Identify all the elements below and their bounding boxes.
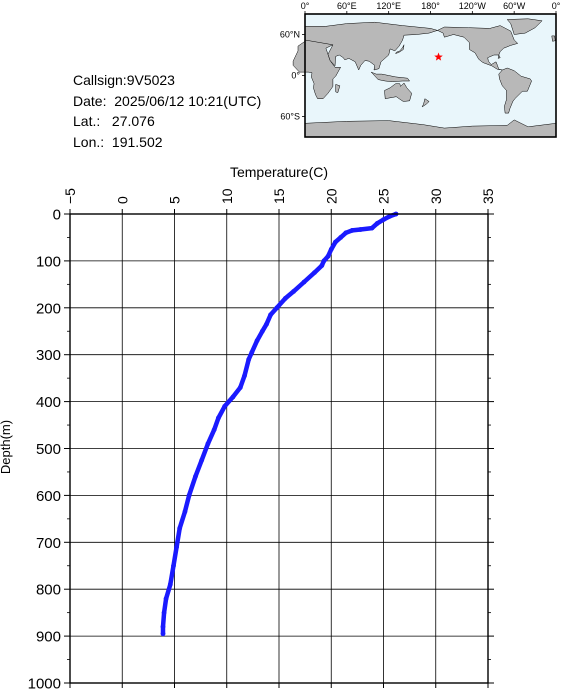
chart-grid bbox=[70, 214, 488, 683]
y-tick-label: 400 bbox=[36, 394, 61, 411]
y-tick-label: 1000 bbox=[28, 676, 61, 690]
y-axis-label: Depth(m) bbox=[0, 420, 13, 474]
x-tick-label: 10 bbox=[219, 188, 235, 204]
lon-label: 0° bbox=[552, 1, 561, 11]
x-tick-label: 0 bbox=[114, 196, 130, 204]
temperature-profile-line bbox=[160, 211, 399, 637]
lon-label: 120°E bbox=[376, 1, 401, 11]
temperature-profile-point bbox=[387, 213, 393, 219]
temperature-profile-point bbox=[167, 582, 173, 587]
temperature-profile-point bbox=[325, 253, 331, 259]
temperature-profile-point bbox=[160, 624, 166, 630]
temperature-profile-point bbox=[242, 373, 247, 379]
x-tick-label: 35 bbox=[480, 188, 496, 204]
x-tick-label: −5 bbox=[62, 188, 78, 204]
longitude-label: Lon.: 191.502 bbox=[73, 133, 163, 150]
temperature-profile-point bbox=[216, 415, 221, 421]
temperature-profile-point bbox=[193, 474, 198, 479]
x-axis-label: Temperature(C) bbox=[230, 164, 328, 180]
location-map: 0° 60°E 120°E 180° 120°W 60°W 0° 60°N 0° 60°S bbox=[280, 1, 561, 138]
latitude-label: Lat.: 27.076 bbox=[73, 113, 155, 129]
callsign-label: Callsign:9V5023 bbox=[73, 72, 175, 88]
temperature-profile-point bbox=[182, 509, 188, 515]
temperature-profile-point bbox=[369, 225, 375, 231]
australia-landmass bbox=[384, 82, 412, 102]
y-tick-label: 0 bbox=[53, 207, 61, 224]
temperature-profile-point bbox=[268, 312, 273, 318]
temperature-profile-point bbox=[338, 235, 344, 240]
temperature-profile-point bbox=[199, 457, 205, 463]
x-tick-label: 25 bbox=[376, 188, 392, 204]
temperature-profile-point bbox=[254, 338, 260, 343]
temperature-profile-point bbox=[358, 227, 363, 232]
temperature-profile-point bbox=[177, 525, 183, 531]
lon-label: 60°E bbox=[337, 1, 357, 11]
temperature-profile-point bbox=[171, 563, 176, 569]
temperature-profile-point bbox=[249, 350, 255, 355]
lon-label: 120°W bbox=[459, 1, 487, 11]
temperature-profile-point bbox=[349, 228, 355, 233]
y-tick-label: 700 bbox=[36, 535, 61, 552]
temperature-profile-point bbox=[282, 296, 288, 301]
lat-label: 0° bbox=[291, 71, 300, 81]
y-tick-label: 100 bbox=[36, 253, 61, 270]
date-label: Date: 2025/06/12 10:21(UTC) bbox=[73, 92, 262, 109]
temperature-profile-point bbox=[160, 631, 166, 637]
uk-landmass bbox=[551, 35, 556, 42]
chart-tick-labels: −5 0 5 10 15 20 25 30 35010020030040050060070080… bbox=[28, 188, 496, 690]
y-tick-label: 300 bbox=[36, 347, 61, 364]
greenland-landmass bbox=[506, 18, 543, 35]
indonesia-landmass bbox=[371, 71, 411, 82]
temperature-profile-point bbox=[274, 305, 280, 311]
y-tick-label: 500 bbox=[36, 441, 61, 458]
madagascar-landmass bbox=[335, 84, 341, 93]
y-tick-label: 600 bbox=[36, 488, 61, 505]
asia-landmass bbox=[304, 21, 439, 71]
temperature-profile-point bbox=[163, 596, 169, 601]
lon-label: 180° bbox=[421, 1, 440, 11]
temperature-profile-point bbox=[381, 217, 386, 223]
temperature-profile-point bbox=[312, 270, 317, 275]
temperature-profile-point bbox=[328, 246, 334, 252]
temperature-profile-point bbox=[230, 394, 236, 400]
lon-label: 60°W bbox=[503, 1, 526, 11]
japan-landmass bbox=[395, 44, 405, 55]
europe-africa-landmass bbox=[292, 39, 347, 99]
lat-label: 60°S bbox=[280, 112, 300, 122]
x-tick-label: 15 bbox=[271, 188, 287, 204]
temperature-profile-point bbox=[301, 279, 307, 285]
temperature-profile-point bbox=[186, 493, 192, 498]
x-tick-label: 5 bbox=[167, 196, 183, 204]
temperature-profile-point bbox=[291, 289, 296, 294]
x-tick-label: 30 bbox=[428, 188, 444, 204]
location-star-icon bbox=[434, 52, 443, 61]
temperature-profile-point bbox=[321, 258, 327, 264]
temperature-profile-point bbox=[161, 610, 167, 615]
temperature-profile-point bbox=[333, 239, 338, 245]
new-zealand-landmass bbox=[421, 98, 430, 108]
x-tick-label: 20 bbox=[323, 188, 339, 204]
temperature-profile-point bbox=[205, 441, 211, 447]
temperature-profile-point bbox=[246, 357, 252, 362]
temperature-profile-point bbox=[174, 544, 180, 550]
lon-label: 0° bbox=[301, 1, 310, 11]
y-tick-label: 800 bbox=[36, 582, 61, 599]
temperature-profile-point bbox=[237, 385, 243, 390]
plot-frame bbox=[69, 213, 489, 684]
y-tick-label: 200 bbox=[36, 300, 61, 317]
temperature-profile-point bbox=[374, 221, 380, 226]
y-tick-label: 900 bbox=[36, 629, 61, 646]
cast-info: Callsign:9V5023 Date: 2025/06/12 10:21(U… bbox=[73, 70, 261, 152]
temperature-profile-point bbox=[319, 263, 325, 268]
south-america-landmass bbox=[498, 67, 532, 114]
temperature-profile-point bbox=[211, 427, 217, 433]
temperature-profile-point bbox=[264, 321, 269, 327]
chart-series bbox=[160, 211, 399, 637]
temperature-profile-point bbox=[259, 328, 265, 334]
lat-label: 60°N bbox=[280, 30, 300, 40]
temperature-profile-point bbox=[222, 403, 228, 409]
temperature-profile-point bbox=[343, 230, 349, 236]
north-america-landmass bbox=[436, 25, 519, 71]
